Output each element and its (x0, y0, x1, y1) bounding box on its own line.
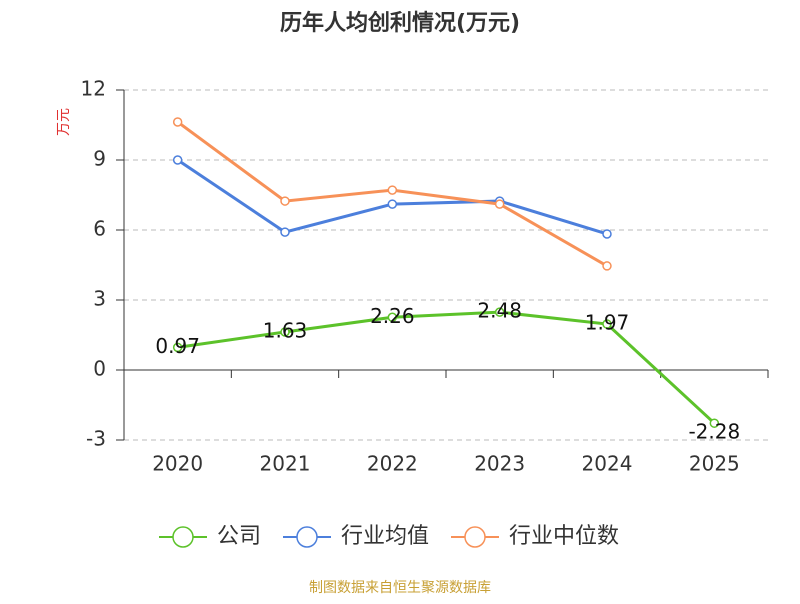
data-label: 0.97 (155, 334, 200, 358)
point (602, 261, 612, 271)
legend-marker (172, 526, 194, 548)
point (602, 229, 612, 239)
x-tick-label: 2020 (152, 452, 203, 476)
point (172, 117, 183, 127)
point (172, 155, 183, 165)
series-line (177, 310, 716, 425)
x-tick-label: 2021 (260, 452, 311, 476)
point (387, 199, 398, 209)
y-tick-label: -3 (86, 427, 106, 451)
source-note: 制图数据来自恒生聚源数据库 (309, 580, 491, 596)
legend-marker (464, 526, 486, 548)
y-tick-label: 0 (93, 357, 106, 381)
legend-label: 公司 (217, 524, 261, 549)
x-tick-label: 2024 (582, 452, 633, 476)
data-label: -2.28 (688, 420, 740, 444)
point (494, 307, 505, 317)
y-tick-label: 9 (93, 147, 106, 171)
point (602, 319, 612, 329)
point (280, 227, 290, 237)
point (172, 342, 183, 353)
chart-title: 历年人均创利情况(万元) (280, 10, 520, 36)
point (709, 418, 720, 428)
y-axis-label: 万元 (56, 108, 72, 136)
point (387, 185, 398, 195)
legend-label: 行业中位数 (509, 524, 619, 549)
data-label: 2.26 (370, 304, 415, 328)
point (280, 196, 290, 206)
legend-marker (296, 526, 318, 548)
point (280, 327, 290, 337)
legend-label: 行业均值 (341, 524, 429, 549)
point (494, 199, 505, 209)
point (387, 312, 398, 323)
y-tick-label: 12 (81, 77, 106, 101)
data-label: 2.48 (477, 299, 522, 323)
y-tick-label: 3 (93, 287, 106, 311)
x-tick-label: 2023 (474, 452, 525, 476)
x-tick-label: 2025 (689, 452, 740, 476)
data-label: 1.63 (263, 318, 308, 342)
x-tick-label: 2022 (367, 452, 418, 476)
data-label: 1.97 (585, 311, 630, 335)
y-tick-label: 6 (93, 217, 106, 241)
